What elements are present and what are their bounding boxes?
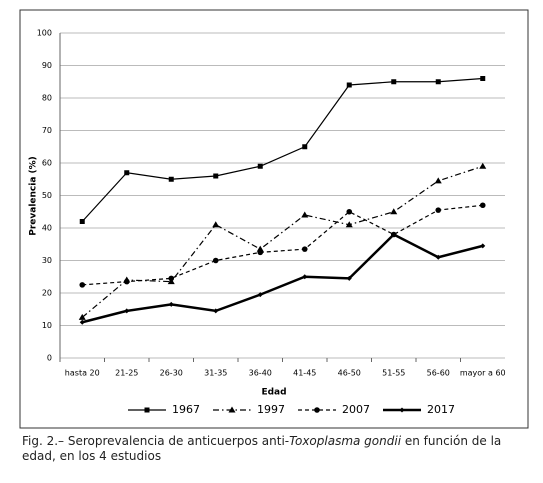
marker <box>435 207 442 213</box>
marker <box>257 249 264 256</box>
marker <box>302 274 308 280</box>
marker <box>168 176 174 182</box>
legend-label: 1997 <box>257 403 285 416</box>
marker <box>79 319 85 325</box>
marker <box>302 144 308 150</box>
x-tick-label: 46-50 <box>338 369 361 378</box>
caption-text: en función de la edad, en los 4 estudios <box>22 434 502 463</box>
marker <box>213 308 219 314</box>
marker <box>480 243 486 249</box>
marker <box>124 170 130 176</box>
y-tick-label: 80 <box>42 94 52 103</box>
x-tick-label: 36-40 <box>249 369 272 378</box>
legend-marker <box>228 406 236 413</box>
marker <box>79 282 86 288</box>
y-tick-label: 70 <box>42 126 52 135</box>
x-tick-label: 31-35 <box>204 369 227 378</box>
x-tick-label: hasta 20 <box>65 369 100 378</box>
marker <box>301 246 308 252</box>
y-tick-label: 60 <box>42 159 52 168</box>
series-line <box>82 204 483 286</box>
marker <box>212 257 219 264</box>
marker <box>257 292 263 298</box>
marker <box>346 82 352 88</box>
marker <box>301 211 309 218</box>
marker <box>434 177 442 184</box>
y-tick-label: 10 <box>42 321 52 330</box>
legend-label: 2017 <box>427 403 455 416</box>
x-tick-label: 41-45 <box>293 369 316 378</box>
x-tick-label: 26-30 <box>160 369 183 378</box>
y-tick-label: 20 <box>42 289 52 298</box>
marker <box>78 313 86 320</box>
legend-marker <box>399 407 405 413</box>
series-line <box>81 232 484 324</box>
marker <box>124 308 130 314</box>
legend-label: 1967 <box>172 403 200 416</box>
x-tick-label: 56-60 <box>427 369 450 378</box>
chart: Edad Prevalencia (%) 0 10 20 30 40 50 60 70 80 90… <box>19 9 529 429</box>
marker <box>213 173 219 179</box>
marker <box>391 232 397 237</box>
marker <box>168 301 174 307</box>
marker <box>346 275 352 281</box>
y-tick-label: 100 <box>37 29 52 38</box>
marker <box>480 76 486 81</box>
marker <box>256 245 264 252</box>
legend-label: 2007 <box>342 403 370 416</box>
x-tick-label: 21-25 <box>115 369 138 378</box>
legend-marker <box>144 407 150 413</box>
x-tick-label: mayor a 60 <box>460 369 506 378</box>
series-line <box>81 165 483 318</box>
y-axis-label: Prevalencia (%) <box>29 156 39 236</box>
marker <box>257 163 263 169</box>
y-tick-label: 40 <box>42 224 52 233</box>
marker <box>479 202 486 209</box>
y-tick-label: 50 <box>42 191 52 200</box>
legend-marker <box>314 407 320 413</box>
marker <box>212 221 220 228</box>
marker <box>168 275 175 282</box>
marker <box>390 208 398 215</box>
marker <box>123 278 130 285</box>
marker <box>345 221 353 228</box>
marker <box>435 254 441 260</box>
caption-italic: Toxoplasma gondii <box>289 434 402 448</box>
marker <box>391 79 397 85</box>
y-tick-label: 30 <box>42 256 52 265</box>
chart-frame <box>19 9 529 429</box>
x-axis-label: Edad <box>261 388 286 398</box>
x-tick-label: 51-55 <box>382 369 405 378</box>
series-line <box>81 77 483 222</box>
caption: Fig. 2.– Seroprevalencia de anticuerpos … <box>22 434 527 464</box>
marker <box>435 79 441 85</box>
y-tick-label: 90 <box>42 61 52 70</box>
marker <box>79 219 85 224</box>
marker <box>346 208 353 215</box>
caption-text: Fig. 2.– Seroprevalencia de anticuerpos … <box>22 434 290 448</box>
marker <box>479 162 487 169</box>
y-tick-label: 0 <box>47 354 52 363</box>
